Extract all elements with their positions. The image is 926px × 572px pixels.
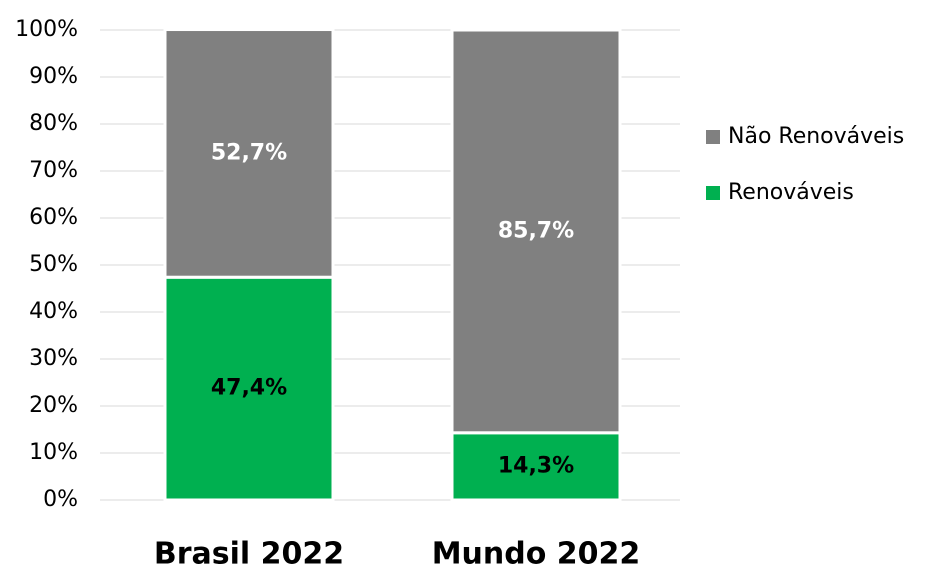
legend-swatch bbox=[706, 186, 720, 200]
value-label: 52,7% bbox=[211, 140, 287, 165]
y-tick-label: 50% bbox=[29, 252, 78, 277]
bar-segment bbox=[163, 275, 335, 502]
value-label: 47,4% bbox=[211, 376, 287, 401]
y-tick-label: 10% bbox=[29, 440, 78, 465]
y-tick-label: 30% bbox=[29, 346, 78, 371]
y-tick-label: 100% bbox=[15, 17, 78, 42]
y-tick-label: 80% bbox=[29, 111, 78, 136]
bar-segment bbox=[450, 431, 622, 502]
value-label: 14,3% bbox=[498, 453, 574, 478]
y-tick-label: 40% bbox=[29, 299, 78, 324]
value-label: 85,7% bbox=[498, 218, 574, 243]
bar-segment bbox=[163, 28, 335, 279]
y-tick-label: 60% bbox=[29, 205, 78, 230]
legend-swatch bbox=[706, 130, 720, 144]
y-tick-label: 20% bbox=[29, 393, 78, 418]
legend-label: Renováveis bbox=[728, 180, 854, 205]
x-tick-label: Brasil 2022 bbox=[154, 537, 344, 572]
y-tick-label: 0% bbox=[43, 487, 78, 512]
legend-label: Não Renováveis bbox=[728, 124, 904, 149]
y-tick-label: 70% bbox=[29, 158, 78, 183]
y-tick-label: 90% bbox=[29, 64, 78, 89]
x-tick-label: Mundo 2022 bbox=[432, 537, 641, 572]
bar-segment bbox=[450, 28, 622, 435]
